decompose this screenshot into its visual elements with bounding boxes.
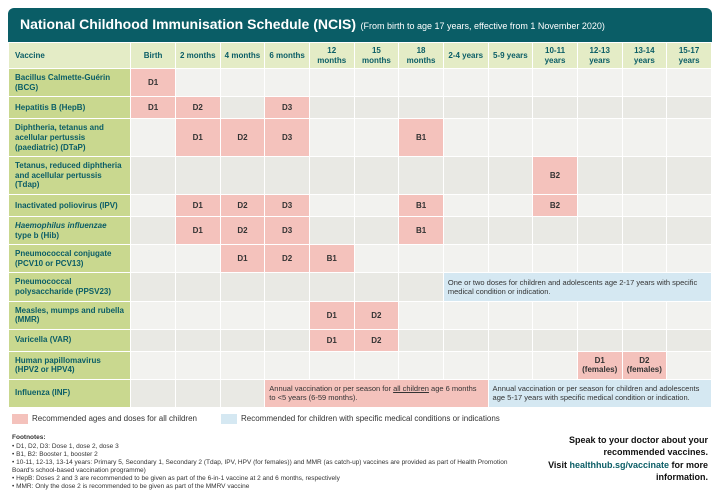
col-age-0: Birth [131, 43, 176, 69]
dose-cell: B1 [399, 216, 444, 244]
dose-cell: D1 [131, 97, 176, 119]
vaccine-name-pcv: Pneumococcal conjugate (PCV10 or PCV13) [9, 245, 131, 273]
vaccine-name-tdap: Tetanus, reduced diphtheria and acellula… [9, 157, 131, 195]
dose-cell: D1 [220, 245, 265, 273]
col-age-5: 15 months [354, 43, 399, 69]
dose-cell: D2 [220, 216, 265, 244]
dose-cell: D1 [309, 301, 354, 329]
header-title: National Childhood Immunisation Schedule… [20, 16, 356, 32]
note-inf-blue: Annual vaccination or per season for chi… [488, 379, 711, 407]
note-ppsv: One or two doses for children and adoles… [443, 273, 711, 301]
dose-cell: D1 [175, 216, 220, 244]
dose-cell: D1 [175, 194, 220, 216]
col-age-8: 5-9 years [488, 43, 533, 69]
dose-cell: D2 [354, 329, 399, 351]
dose-cell: D3 [265, 119, 310, 157]
vaccine-name-ipv: Inactivated poliovirus (IPV) [9, 194, 131, 216]
vaccine-name-hpv: Human papillomavirus (HPV2 or HPV4) [9, 351, 131, 379]
cta: Speak to your doctor about your recommen… [513, 434, 708, 492]
cta-link[interactable]: healthhub.sg/vaccinate [569, 460, 669, 470]
cta-line1: Speak to your doctor about your recommen… [513, 434, 708, 459]
row-var: Varicella (VAR) D1 D2 [9, 329, 712, 351]
vaccine-name-inf: Influenza (INF) [9, 379, 131, 407]
dose-cell: D3 [265, 216, 310, 244]
dose-cell: D2 [220, 194, 265, 216]
col-age-4: 12 months [309, 43, 354, 69]
dose-cell: B1 [309, 245, 354, 273]
col-age-1: 2 months [175, 43, 220, 69]
swatch-pink-icon [12, 414, 28, 424]
col-age-6: 18 months [399, 43, 444, 69]
vaccine-name-hepb: Hepatitis B (HepB) [9, 97, 131, 119]
col-age-12: 15-17 years [667, 43, 712, 69]
legend: Recommended ages and doses for all child… [8, 408, 712, 430]
legend-blue: Recommended for children with specific m… [221, 414, 500, 424]
dose-cell: D1 [309, 329, 354, 351]
col-age-10: 12-13 years [577, 43, 622, 69]
row-inf: Influenza (INF) Annual vaccination or pe… [9, 379, 712, 407]
footnote-line: • HepB: Doses 2 and 3 are recommended to… [12, 475, 513, 483]
footnote-line: • D1, D2, D3: Dose 1, dose 2, dose 3 [12, 443, 513, 451]
row-pcv: Pneumococcal conjugate (PCV10 or PCV13) … [9, 245, 712, 273]
row-hib: Haemophilus influenzae type b (Hib) D1 D… [9, 216, 712, 244]
dose-cell: B2 [533, 194, 578, 216]
dose-cell: D2 [265, 245, 310, 273]
swatch-blue-icon [221, 414, 237, 424]
row-hpv: Human papillomavirus (HPV2 or HPV4) D1 (… [9, 351, 712, 379]
row-dtap: Diphtheria, tetanus and acellular pertus… [9, 119, 712, 157]
col-age-7: 2-4 years [443, 43, 488, 69]
header: National Childhood Immunisation Schedule… [8, 8, 712, 42]
vaccine-name-ppsv: Pneumococcal polysaccharide (PPSV23) [9, 273, 131, 301]
col-age-9: 10-11 years [533, 43, 578, 69]
dose-cell: D1 [175, 119, 220, 157]
vaccine-name-hib: Haemophilus influenzae type b (Hib) [9, 216, 131, 244]
dose-cell: D1 [131, 69, 176, 97]
col-age-2: 4 months [220, 43, 265, 69]
dose-cell: B2 [533, 157, 578, 195]
vaccine-name-dtap: Diphtheria, tetanus and acellular pertus… [9, 119, 131, 157]
col-age-3: 6 months [265, 43, 310, 69]
legend-pink: Recommended ages and doses for all child… [12, 414, 197, 424]
dose-cell: D2 (females) [622, 351, 667, 379]
row-mmr: Measles, mumps and rubella (MMR) D1 D2 [9, 301, 712, 329]
vaccine-name-bcg: Bacillus Calmette-Guérin (BCG) [9, 69, 131, 97]
header-subtitle: (From birth to age 17 years, effective f… [360, 21, 604, 31]
col-vaccine: Vaccine [9, 43, 131, 69]
schedule-table: Vaccine Birth 2 months 4 months 6 months… [8, 42, 712, 408]
dose-cell: D3 [265, 194, 310, 216]
footnote-line: • B1, B2: Booster 1, booster 2 [12, 451, 513, 459]
footnote-line: • 10-11, 12-13, 13-14 years: Primary 5, … [12, 459, 513, 475]
row-ipv: Inactivated poliovirus (IPV) D1 D2 D3 B1… [9, 194, 712, 216]
row-bcg: Bacillus Calmette-Guérin (BCG) D1 [9, 69, 712, 97]
dose-cell: D2 [354, 301, 399, 329]
dose-cell: B1 [399, 194, 444, 216]
vaccine-name-var: Varicella (VAR) [9, 329, 131, 351]
footnotes-heading: Footnotes: [12, 434, 513, 442]
vaccine-name-mmr: Measles, mumps and rubella (MMR) [9, 301, 131, 329]
row-ppsv: Pneumococcal polysaccharide (PPSV23) One… [9, 273, 712, 301]
footnotes: Footnotes: • D1, D2, D3: Dose 1, dose 2,… [12, 434, 513, 492]
footnote-line: • MMR: Only the dose 2 is recommended to… [12, 483, 513, 491]
dose-cell: B1 [399, 119, 444, 157]
col-age-11: 13-14 years [622, 43, 667, 69]
dose-cell: D2 [220, 119, 265, 157]
dose-cell: D1 (females) [577, 351, 622, 379]
cta-line2: Visit healthhub.sg/vaccinate for more in… [513, 459, 708, 484]
row-hepb: Hepatitis B (HepB) D1 D2 D3 [9, 97, 712, 119]
note-inf-pink: Annual vaccination or per season for all… [265, 379, 488, 407]
dose-cell: D2 [175, 97, 220, 119]
row-tdap: Tetanus, reduced diphtheria and acellula… [9, 157, 712, 195]
dose-cell: D3 [265, 97, 310, 119]
